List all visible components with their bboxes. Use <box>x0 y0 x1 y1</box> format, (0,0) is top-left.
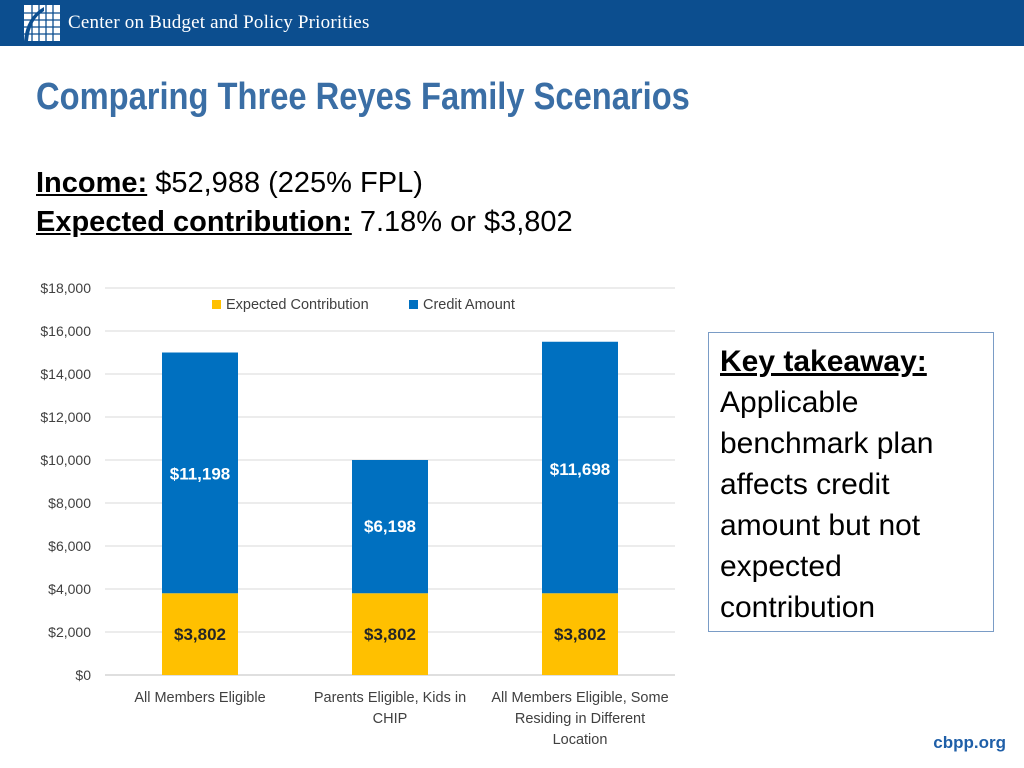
y-tick-label: $14,000 <box>40 366 91 382</box>
cbpp-logo-icon <box>24 5 60 41</box>
y-tick-label: $6,000 <box>48 538 91 554</box>
income-value: $52,988 (225% FPL) <box>147 167 423 199</box>
bar-credit-amount <box>542 341 618 594</box>
key-takeaway-text: Applicable benchmark plan affects credit… <box>720 386 934 624</box>
data-label: $11,198 <box>170 465 231 484</box>
x-category-label: Location <box>553 732 608 748</box>
bar-expected-contribution <box>352 593 428 675</box>
key-takeaway-box: Key takeaway: Applicable benchmark plan … <box>708 332 994 632</box>
income-info: Income: $52,988 (225% FPL) Expected cont… <box>36 164 573 242</box>
x-category-label: CHIP <box>373 711 408 727</box>
x-category-label: Parents Eligible, Kids in <box>314 690 466 706</box>
page-title: Comparing Three Reyes Family Scenarios <box>36 76 690 118</box>
data-label: $3,802 <box>174 625 226 644</box>
y-tick-label: $18,000 <box>40 280 91 296</box>
key-takeaway-heading: Key takeaway: <box>720 345 927 378</box>
header-bar: Center on Budget and Policy Priorities <box>0 0 1024 46</box>
contribution-value: 7.18% or $3,802 <box>351 206 573 238</box>
y-tick-label: $12,000 <box>40 409 91 425</box>
income-line: Income: $52,988 (225% FPL) <box>36 164 573 203</box>
y-tick-label: $8,000 <box>48 495 91 511</box>
bar-credit-amount <box>162 352 238 594</box>
legend-label: Credit Amount <box>423 297 515 313</box>
stacked-bar-chart: $0 $2,000 $4,000 $6,000 $8,000 $10,000 $12,000… <box>40 280 675 748</box>
contribution-label: Expected contribution: <box>36 206 352 238</box>
org-name: Center on Budget and Policy Priorities <box>68 12 370 33</box>
y-tick-label: $0 <box>75 667 91 683</box>
x-category-label: Residing in Different <box>515 711 645 727</box>
y-tick-label: $10,000 <box>40 452 91 468</box>
x-category-label: All Members Eligible, Some <box>491 690 668 706</box>
bar-expected-contribution <box>162 593 238 675</box>
data-label: $3,802 <box>364 625 416 644</box>
y-tick-label: $2,000 <box>48 624 91 640</box>
bar-credit-amount <box>352 460 428 594</box>
legend-swatch <box>212 300 221 309</box>
y-tick-label: $4,000 <box>48 581 91 597</box>
x-category-label: All Members Eligible <box>134 690 265 706</box>
data-label: $11,698 <box>550 460 611 479</box>
cbpp-link[interactable]: cbpp.org <box>933 733 1006 752</box>
data-label: $3,802 <box>554 625 606 644</box>
legend-swatch <box>409 300 418 309</box>
data-label: $6,198 <box>364 517 416 536</box>
bar-expected-contribution <box>542 593 618 675</box>
contribution-line: Expected contribution: 7.18% or $3,802 <box>36 203 573 242</box>
legend-label: Expected Contribution <box>226 297 369 313</box>
y-tick-label: $16,000 <box>40 323 91 339</box>
income-label: Income: <box>36 167 148 199</box>
